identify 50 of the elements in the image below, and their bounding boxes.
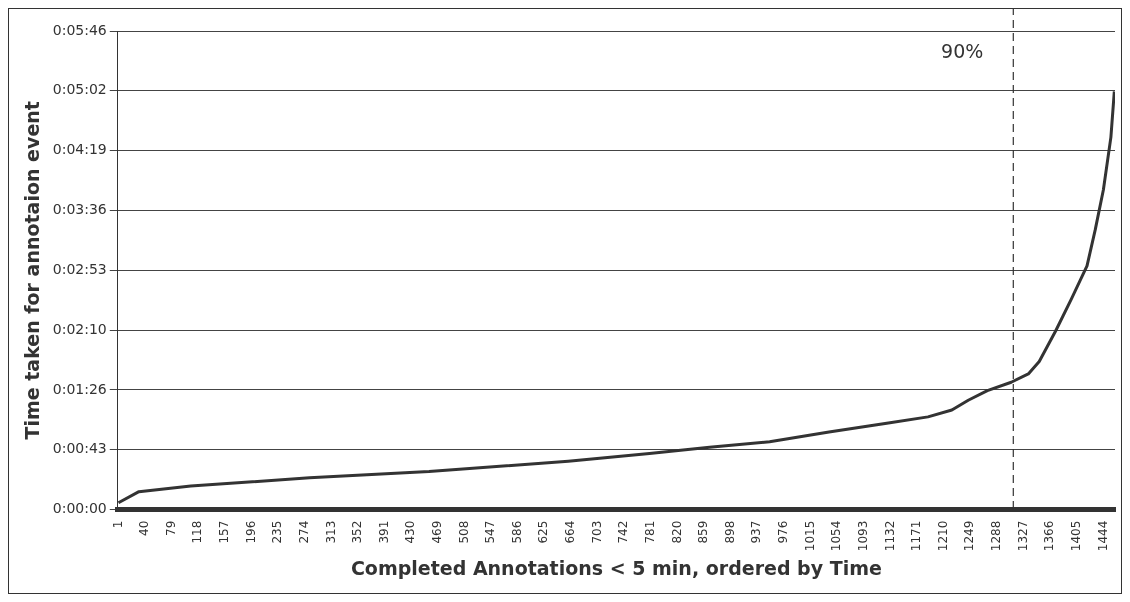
x-tick-label: 1015 [802, 520, 817, 552]
x-tick-label: 1249 [962, 520, 977, 552]
x-axis-title: Completed Annotations < 5 min, ordered by Time [350, 556, 882, 579]
y-tick-label: 0:02:53 [52, 260, 107, 277]
x-tick-label: 664 [563, 520, 578, 544]
y-axis-title: Time taken for annotaion event [21, 101, 44, 440]
x-tick-label: 391 [376, 520, 391, 544]
x-tick-label: 313 [323, 520, 338, 544]
x-tick-label: 976 [776, 520, 791, 544]
x-tick-label: 157 [217, 520, 232, 544]
x-tick-label: 1288 [989, 520, 1004, 552]
x-tick-label: 1210 [935, 520, 950, 552]
x-tick-label: 235 [270, 520, 285, 544]
x-tick-label: 859 [696, 520, 711, 544]
x-tick-label: 820 [669, 520, 684, 544]
x-tick-label: 1093 [855, 520, 870, 552]
y-tick-label: 0:05:02 [52, 81, 107, 98]
annotation: 90% [941, 39, 984, 62]
x-tick-label: 352 [350, 520, 365, 544]
x-tick-label: 40 [137, 520, 152, 536]
x-tick-label: 469 [430, 520, 445, 544]
x-tick-label: 196 [243, 520, 258, 544]
y-tick-label: 0:04:19 [52, 141, 107, 158]
x-tick-label: 118 [190, 520, 205, 544]
x-tick-label: 1171 [909, 520, 924, 552]
x-tick-label: 1444 [1095, 520, 1110, 552]
x-tick-label: 625 [536, 520, 551, 544]
x-tick-label: 742 [616, 520, 631, 544]
x-tick-label: 1327 [1015, 520, 1030, 552]
x-tick-label: 1 [110, 520, 125, 529]
x-tick-label: 1054 [829, 520, 844, 552]
x-tick-label: 430 [403, 520, 418, 544]
x-tick-label: 1132 [882, 520, 897, 552]
y-tick-label: 0:05:46 [52, 21, 107, 38]
x-tick-label: 781 [642, 520, 657, 544]
x-tick-label: 547 [483, 520, 498, 544]
y-tick-label: 0:02:10 [52, 320, 107, 337]
x-tick-label: 898 [722, 520, 737, 544]
x-tick-label: 274 [296, 520, 311, 544]
x-tick-label: 1405 [1068, 520, 1083, 552]
y-tick-label: 0:00:00 [52, 500, 107, 517]
x-tick-label: 937 [749, 520, 764, 544]
x-tick-label: 703 [589, 520, 604, 544]
y-tick-label: 0:00:43 [52, 440, 107, 457]
x-tick-label: 79 [163, 520, 178, 536]
x-tick-label: 586 [509, 520, 524, 544]
y-tick-label: 0:01:26 [52, 380, 107, 397]
x-tick-label: 508 [456, 520, 471, 544]
y-tick-label: 0:03:36 [52, 201, 107, 218]
x-tick-label: 1366 [1042, 520, 1057, 552]
